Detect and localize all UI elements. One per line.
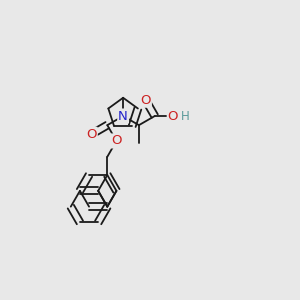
Text: O: O (168, 110, 178, 122)
Text: O: O (140, 94, 151, 107)
Text: O: O (111, 134, 122, 148)
Text: N: N (118, 110, 128, 122)
Text: H: H (181, 110, 190, 122)
Text: O: O (86, 128, 97, 141)
